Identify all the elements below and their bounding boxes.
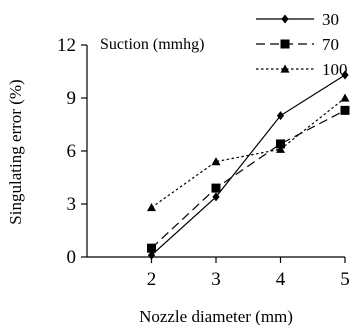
series-line-30 [151, 74, 346, 256]
x-tick-label: 2 [147, 269, 157, 290]
legend-entry-70: 70 [256, 35, 339, 54]
legend-entry-30: 30 [256, 10, 339, 29]
data-point-100-x3 [211, 157, 221, 166]
x-axis-label: Nozzle diameter (mm) [139, 307, 293, 325]
series-70 [147, 105, 350, 253]
data-point-100-x5 [340, 93, 350, 102]
legend-entry-100: 100 [256, 60, 348, 79]
data-point-30-x3 [212, 192, 220, 202]
y-tick-label: 0 [67, 247, 77, 268]
y-tick-label: 6 [67, 141, 77, 162]
plot-area: 0 3 6 9 12 2 3 4 5 [57, 35, 350, 290]
legend-label: 30 [322, 10, 339, 29]
legend-title: Suction (mmhg) [100, 36, 204, 53]
data-point-100-x2 [147, 203, 156, 212]
series-30 [147, 70, 349, 260]
series-layer [147, 70, 350, 260]
data-point-100-x4 [276, 144, 285, 153]
series-line-100 [151, 97, 346, 209]
x-tick-label: 5 [340, 269, 350, 290]
series-100 [147, 93, 350, 212]
series-line-70 [151, 109, 346, 249]
x-tick-label: 4 [276, 269, 286, 290]
legend-label: 100 [322, 60, 348, 79]
legend-swatch-marker [280, 39, 290, 49]
y-axis-ticks: 0 3 6 9 12 [57, 35, 87, 268]
y-axis-label: Singulating error (%) [6, 79, 25, 224]
data-point-70-x4 [276, 139, 285, 149]
y-tick-label: 12 [57, 35, 76, 56]
y-tick-label: 3 [67, 194, 77, 215]
data-point-70-x2 [147, 243, 156, 253]
x-axis-ticks: 2 3 4 5 [147, 257, 350, 290]
data-point-30-x5 [341, 70, 349, 80]
data-point-70-x5 [340, 105, 350, 115]
x-tick-label: 3 [211, 269, 221, 290]
legend-entries: 30 70 100 [256, 10, 348, 79]
data-point-30-x4 [276, 111, 285, 121]
legend-swatch-marker [281, 14, 289, 24]
data-point-70-x3 [211, 183, 221, 193]
y-tick-label: 9 [67, 88, 77, 109]
data-point-30-x2 [147, 250, 156, 260]
legend-label: 70 [322, 35, 339, 54]
legend: Suction (mmhg) 30 70 100 [100, 10, 348, 79]
legend-swatch-marker [280, 64, 290, 73]
